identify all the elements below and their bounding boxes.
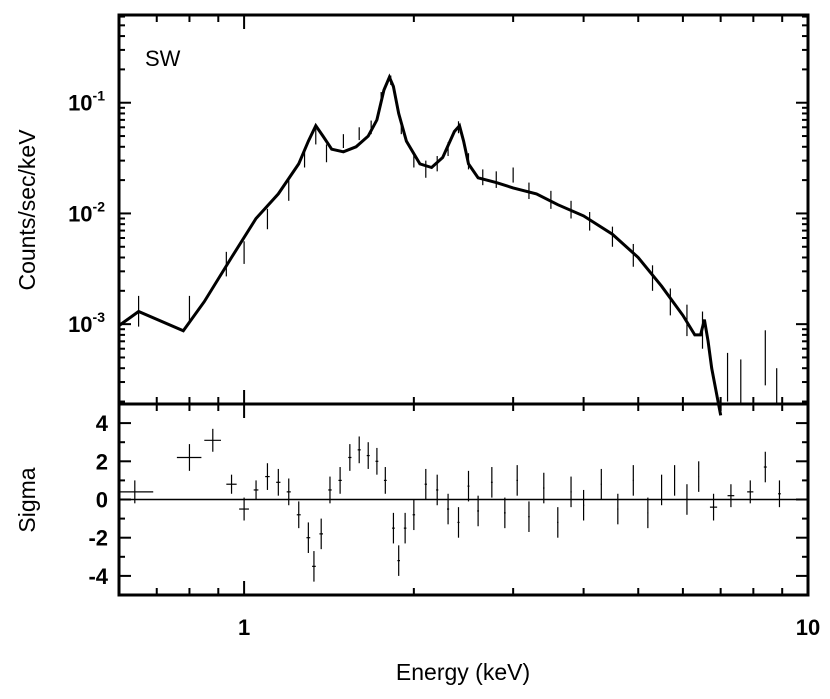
- residual-point: [504, 497, 506, 529]
- x-tick-label: 10: [796, 615, 820, 640]
- residual-point: [397, 545, 400, 576]
- spectrum-y-tick-label: 10-1: [68, 88, 105, 116]
- spectrum-y-tick-label: 10-3: [68, 309, 105, 337]
- residual-point: [119, 480, 154, 504]
- residual-point: [403, 512, 407, 544]
- model-line: [118, 73, 723, 416]
- residual-point: [709, 493, 718, 521]
- residuals-y-tick-label: -2: [88, 526, 108, 551]
- residual-point: [600, 468, 602, 500]
- residual-point: [436, 474, 439, 506]
- spectrum-panel: 10-1 10-2 10-3 SW Counts/sec/keV: [14, 13, 810, 416]
- residual-point: [698, 461, 700, 492]
- residual-point: [447, 493, 450, 525]
- residual-point: [543, 472, 545, 504]
- residual-point: [477, 495, 480, 527]
- x-axis-tick-labels: 1 10: [238, 615, 820, 640]
- spectrum-y-tick-labels: 10-1 10-2 10-3: [68, 88, 105, 337]
- spectrum-error-bars: [138, 75, 778, 404]
- panel-annotation: SW: [145, 46, 181, 71]
- residual-point: [747, 480, 754, 504]
- residual-point: [467, 470, 470, 502]
- residual-point: [660, 474, 663, 506]
- residual-point: [617, 493, 619, 525]
- residual-point: [392, 512, 395, 544]
- x-axis-title: Energy (keV): [396, 659, 530, 685]
- y-axis-title: Counts/sec/keV: [14, 129, 40, 291]
- residual-point: [328, 476, 332, 504]
- residual-point: [424, 468, 427, 500]
- residual-point: [375, 447, 379, 475]
- residual-point: [319, 518, 323, 550]
- residual-point: [557, 507, 559, 538]
- residual-point: [582, 489, 585, 521]
- residuals-y-axis-title: Sigma: [14, 467, 40, 532]
- residuals-y-tick-labels: 4 2 0 -2 -4: [88, 411, 108, 589]
- residuals-y-tick-label: 4: [96, 411, 109, 436]
- residual-point: [457, 507, 460, 538]
- residual-point: [312, 551, 316, 582]
- residuals-panel: 4 2 0 -2 -4 1 10 Sigma Energy (keV): [14, 15, 820, 685]
- residual-point: [226, 474, 237, 494]
- residual-point: [338, 467, 342, 494]
- residual-point: [296, 501, 301, 529]
- residual-point: [348, 444, 352, 471]
- residual-point: [265, 463, 270, 490]
- spectrum-y-ticks: [119, 15, 808, 403]
- residual-point: [673, 465, 676, 496]
- residual-point: [357, 436, 361, 464]
- residual-point: [632, 465, 634, 496]
- residual-point: [727, 484, 735, 508]
- residual-point: [253, 480, 259, 500]
- residuals-error-bars: [119, 428, 781, 582]
- residual-point: [204, 428, 222, 452]
- residual-point: [276, 468, 281, 496]
- x-tick-label: 1: [238, 615, 250, 640]
- residual-point: [239, 497, 249, 521]
- residual-point: [686, 484, 688, 515]
- residual-point: [412, 499, 416, 531]
- residuals-y-tick-label: 0: [96, 488, 108, 513]
- residual-point: [176, 444, 202, 471]
- residual-point: [570, 476, 572, 508]
- residual-point: [647, 497, 649, 529]
- x-axis-ticks: [118, 15, 809, 595]
- residual-point: [286, 478, 291, 506]
- residuals-y-tick-label: 2: [96, 449, 108, 474]
- residual-point: [366, 442, 370, 469]
- spectrum-y-tick-label: 10-2: [68, 198, 105, 226]
- residual-point: [763, 451, 767, 483]
- residual-point: [778, 480, 781, 508]
- residuals-y-tick-label: -4: [88, 564, 108, 589]
- residual-point: [528, 501, 530, 532]
- residual-point: [383, 467, 387, 494]
- spectrum-plot-frame: [117, 13, 810, 406]
- residual-point: [490, 467, 493, 498]
- residual-point: [516, 465, 518, 496]
- residual-point: [306, 522, 311, 553]
